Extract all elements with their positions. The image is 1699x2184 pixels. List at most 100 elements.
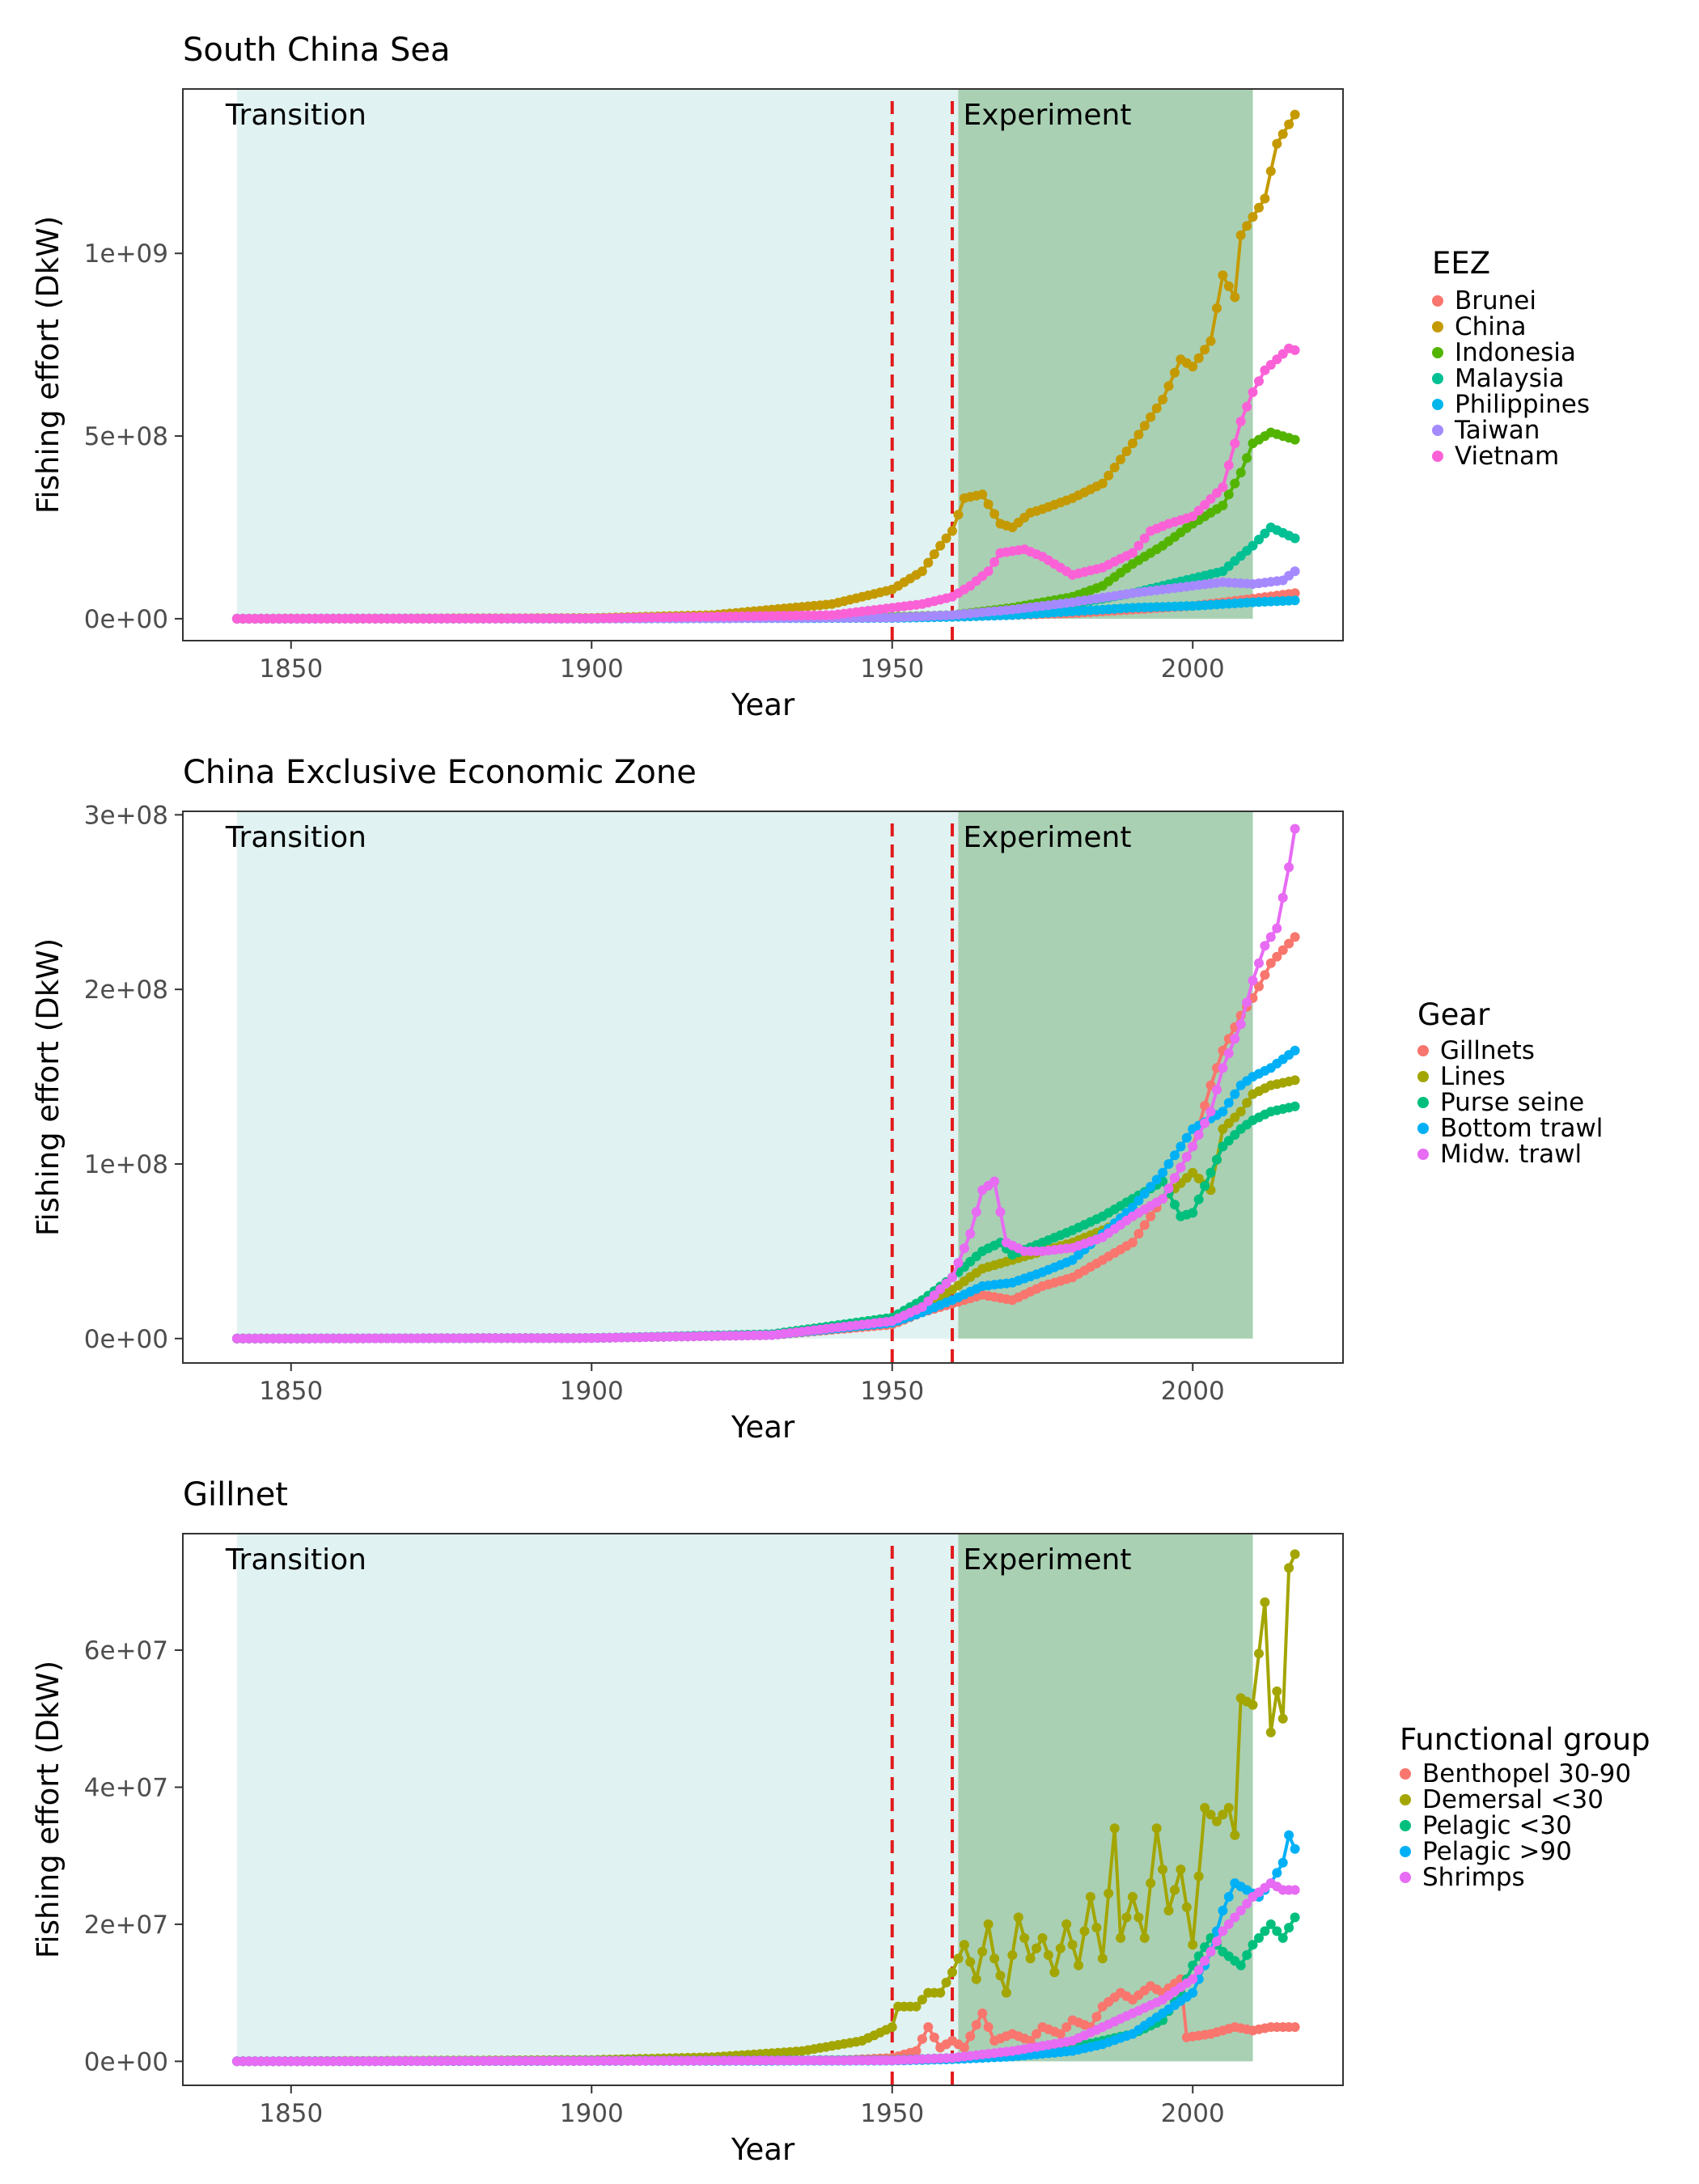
data-point bbox=[1223, 281, 1234, 291]
data-point bbox=[1290, 588, 1300, 599]
data-point bbox=[989, 509, 1000, 519]
legend-swatch bbox=[1417, 1149, 1429, 1160]
data-point bbox=[1290, 109, 1300, 120]
data-point bbox=[1277, 1932, 1288, 1943]
data-point bbox=[977, 2008, 988, 2018]
data-point bbox=[1188, 1167, 1198, 1178]
data-point bbox=[971, 2020, 981, 2030]
data-point bbox=[911, 2001, 922, 2012]
data-point bbox=[1230, 1130, 1240, 1140]
series-shrimps bbox=[231, 1878, 1300, 2067]
data-point bbox=[1205, 1809, 1216, 1820]
data-point bbox=[1290, 1045, 1300, 1056]
data-point bbox=[1032, 1943, 1042, 1953]
data-point bbox=[1265, 1727, 1276, 1737]
data-point bbox=[1248, 976, 1258, 986]
data-point bbox=[1277, 945, 1288, 955]
data-point bbox=[917, 1995, 927, 2005]
data-point bbox=[1133, 1196, 1144, 1206]
data-point bbox=[1139, 1220, 1150, 1230]
data-point bbox=[947, 526, 957, 536]
data-point bbox=[1193, 506, 1204, 516]
data-point bbox=[1230, 292, 1240, 303]
data-point bbox=[953, 1258, 964, 1268]
data-point bbox=[917, 1302, 927, 1312]
data-point bbox=[1242, 1898, 1252, 1909]
x-tick-label: 2000 bbox=[1161, 654, 1225, 684]
data-point bbox=[1176, 1141, 1186, 1152]
data-point bbox=[1158, 1194, 1168, 1204]
data-point bbox=[1235, 417, 1246, 426]
data-point bbox=[983, 499, 994, 510]
data-point bbox=[1139, 1932, 1150, 1943]
data-point bbox=[1200, 1181, 1210, 1191]
data-point bbox=[1181, 1132, 1192, 1143]
legend-swatch bbox=[1417, 1071, 1429, 1082]
data-point bbox=[1242, 401, 1252, 412]
data-point bbox=[1146, 1211, 1156, 1221]
legend-swatch bbox=[1432, 373, 1443, 384]
legend-item: Philippines bbox=[1432, 390, 1590, 419]
data-point bbox=[1290, 823, 1300, 834]
data-point bbox=[935, 1987, 946, 1998]
series-group bbox=[231, 823, 1300, 1344]
region-experiment bbox=[958, 1534, 1253, 2062]
data-point bbox=[1218, 1141, 1228, 1152]
data-point bbox=[1230, 1112, 1240, 1123]
data-point bbox=[1200, 1118, 1210, 1128]
data-point bbox=[947, 1967, 957, 1978]
chart-panel-3: Gillnet Transition Experiment 1850 1900 1950 2… bbox=[31, 1476, 1650, 2167]
data-point bbox=[1133, 1912, 1144, 1923]
legend-item: China bbox=[1432, 312, 1527, 341]
region-label-transition: Transition bbox=[225, 99, 366, 132]
data-point bbox=[1170, 367, 1180, 378]
data-point bbox=[1254, 958, 1264, 968]
data-point bbox=[1151, 1823, 1162, 1834]
data-point bbox=[923, 2022, 934, 2032]
data-point bbox=[1223, 1892, 1234, 1902]
data-point bbox=[1049, 1967, 1060, 1978]
data-point bbox=[1218, 1124, 1228, 1134]
y-tick-label: 3e+08 bbox=[84, 801, 168, 830]
region-label-experiment: Experiment bbox=[963, 99, 1131, 132]
chart-title: Gillnet bbox=[183, 1476, 288, 1513]
data-point bbox=[923, 557, 934, 568]
data-point bbox=[1277, 129, 1288, 139]
data-point bbox=[1193, 1965, 1204, 1975]
legend-label: Pelagic <30 bbox=[1422, 1811, 1572, 1840]
data-point bbox=[1200, 345, 1210, 355]
data-point bbox=[1212, 1154, 1222, 1165]
region-label-experiment: Experiment bbox=[963, 1543, 1131, 1577]
data-point bbox=[1284, 862, 1294, 873]
data-point bbox=[1248, 1940, 1258, 1950]
data-point bbox=[1133, 1229, 1144, 1239]
data-point bbox=[1218, 1926, 1228, 1936]
data-point bbox=[935, 1284, 946, 1294]
data-point bbox=[1091, 2012, 1102, 2022]
data-point bbox=[1170, 1885, 1180, 1895]
data-point bbox=[1104, 470, 1114, 480]
data-point bbox=[935, 540, 946, 551]
data-point bbox=[1205, 1167, 1216, 1178]
x-axis-label: Year bbox=[731, 688, 795, 722]
data-point bbox=[1218, 1063, 1228, 1073]
legend-item: Gillnets bbox=[1417, 1036, 1535, 1065]
data-point bbox=[1223, 460, 1234, 471]
data-point bbox=[1146, 412, 1156, 422]
data-point bbox=[1139, 533, 1150, 544]
data-point bbox=[1235, 230, 1246, 240]
data-point bbox=[1265, 166, 1276, 176]
data-point bbox=[1212, 1816, 1222, 1826]
y-tick-label: 5e+08 bbox=[84, 422, 168, 451]
legend-swatch bbox=[1417, 1123, 1429, 1134]
data-point bbox=[1200, 1101, 1210, 1111]
data-point bbox=[965, 1229, 976, 1239]
legend-label: Lines bbox=[1440, 1062, 1506, 1091]
legend-swatch bbox=[1417, 1097, 1429, 1108]
data-point bbox=[1290, 1885, 1300, 1895]
data-point bbox=[1170, 1173, 1180, 1183]
x-tick-label: 1900 bbox=[560, 2099, 624, 2128]
data-point bbox=[1218, 1107, 1228, 1117]
